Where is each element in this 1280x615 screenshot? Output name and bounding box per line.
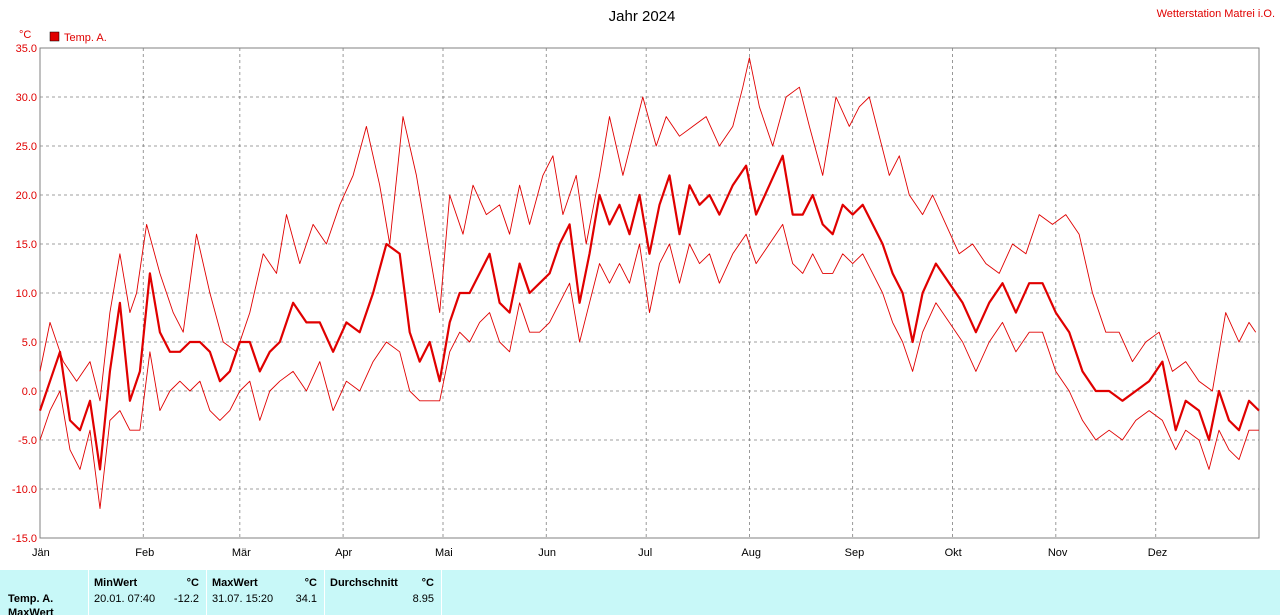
x-tick-label: Okt <box>945 547 962 559</box>
stats-max-value: 34.1 <box>295 593 317 605</box>
stats-avg-unit: °C <box>421 577 434 589</box>
x-tick-label: Jul <box>638 547 652 559</box>
y-tick-label: 15.0 <box>16 239 37 251</box>
x-tick-label: Dez <box>1148 547 1168 559</box>
y-tick-label: -15.0 <box>12 533 37 545</box>
stats-avg-cell: Durchschnitt °C 8.95 <box>324 570 442 615</box>
legend: Temp. A. <box>49 31 107 44</box>
x-tick-label: Mai <box>435 547 453 559</box>
grid-lines <box>40 48 1259 538</box>
x-tick-label: Jun <box>538 547 556 559</box>
stats-max-header: MaxWert <box>212 577 258 589</box>
series-line-min <box>39 223 1259 510</box>
x-tick-label: Feb <box>135 547 154 559</box>
y-axis-ticks: -15.0 -10.0 -5.0 0.0 5.0 10.0 15.0 20.0 25.0 30.0… <box>12 43 37 545</box>
temperature-chart: Jahr 2024 Wetterstation Matrei i.O. °C T… <box>12 8 1275 559</box>
x-axis-ticks: Jän Feb Mär Apr Mai Jun Jul Aug Sep Okt Nov Dez <box>32 547 1167 559</box>
legend-swatch <box>49 31 60 42</box>
stats-min-unit: °C <box>186 577 199 589</box>
stats-max-cell: MaxWert °C 31.07. 15:20 34.1 <box>206 570 324 615</box>
stats-min-value: -12.2 <box>173 593 199 605</box>
y-tick-label: 30.0 <box>16 92 37 104</box>
stats-row-label-max: MaxWert <box>8 607 54 615</box>
x-tick-label: Jän <box>32 547 50 559</box>
stats-row-label-temp: Temp. A. <box>8 593 54 605</box>
series-line-mean <box>38 154 1260 471</box>
stats-min-cell: MinWert °C 20.01. 07:40 -12.2 <box>88 570 206 615</box>
y-tick-label: 20.0 <box>16 190 37 202</box>
x-tick-label: Nov <box>1048 547 1068 559</box>
station-name: Wetterstation Matrei i.O. <box>1157 8 1275 20</box>
series-line-max <box>39 57 1257 402</box>
stats-min-header: MinWert <box>94 577 138 589</box>
stats-panel: Temp. A. MaxWert MinWert °C 20.01. 07:40… <box>0 570 1280 615</box>
y-tick-label: 35.0 <box>16 43 37 55</box>
y-tick-label: -10.0 <box>12 484 37 496</box>
stats-max-datetime: 31.07. 15:20 <box>212 593 274 605</box>
stats-avg-header: Durchschnitt <box>330 577 398 589</box>
y-tick-label: 10.0 <box>16 288 37 300</box>
stats-row-labels: Temp. A. MaxWert <box>0 570 88 615</box>
y-unit-label: °C <box>19 29 31 41</box>
y-tick-label: -5.0 <box>18 435 37 447</box>
x-tick-label: Apr <box>335 547 352 559</box>
x-tick-label: Aug <box>741 547 761 559</box>
x-tick-label: Mär <box>232 547 251 559</box>
y-tick-label: 0.0 <box>22 386 37 398</box>
stats-avg-value: 8.95 <box>412 593 434 605</box>
y-tick-label: 25.0 <box>16 141 37 153</box>
y-tick-label: 5.0 <box>22 337 37 349</box>
series-lines <box>38 57 1260 510</box>
chart-title: Jahr 2024 <box>609 8 676 25</box>
legend-label: Temp. A. <box>64 32 107 44</box>
stats-max-unit: °C <box>304 577 317 589</box>
stats-min-datetime: 20.01. 07:40 <box>94 593 156 605</box>
x-tick-label: Sep <box>845 547 865 559</box>
